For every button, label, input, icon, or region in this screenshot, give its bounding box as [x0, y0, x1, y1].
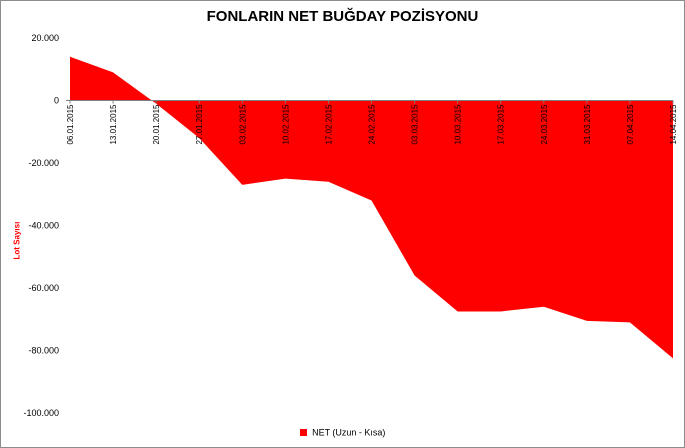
x-tick-label: 24.03.2015	[540, 104, 549, 145]
y-tick-label: -80.000	[28, 346, 59, 356]
y-tick-labels: 20.000 0 -20.000 -40.000 -60.000 -80.000 -100.…	[23, 33, 59, 418]
x-tick-label: 03.02.2015	[238, 104, 247, 145]
x-tick-labels: 06.01.2015 13.01.2015 20.01.2015 27.01.2015…	[66, 100, 678, 145]
y-tick-label: -60.000	[28, 283, 59, 293]
y-tick-label: -40.000	[28, 221, 59, 231]
x-tick-label: 10.03.2015	[454, 104, 463, 145]
legend: NET (Uzun - Kısa)	[0, 427, 685, 438]
y-tick-label: 0	[54, 96, 59, 106]
x-tick-label: 31.03.2015	[583, 104, 592, 145]
x-tick-label: 13.01.2015	[109, 104, 118, 145]
net-position-area	[70, 56, 673, 359]
x-tick-label: 06.01.2015	[66, 104, 75, 145]
x-tick-label: 27.01.2015	[195, 104, 204, 145]
y-tick-label: -100.000	[23, 408, 59, 418]
legend-label: NET (Uzun - Kısa)	[312, 427, 386, 438]
y-tick-label: -20.000	[28, 158, 59, 168]
legend-swatch	[299, 429, 307, 437]
x-tick-label: 17.03.2015	[497, 104, 506, 145]
x-tick-label: 24.02.2015	[368, 104, 377, 145]
x-tick-label: 03.03.2015	[411, 104, 420, 145]
chart-title: FONLARIN NET BUĞDAY POZİSYONU	[206, 8, 479, 25]
x-tick-label: 14.04.2015	[669, 104, 678, 145]
x-tick-label: 20.01.2015	[152, 104, 161, 145]
x-tick-label: 17.02.2015	[324, 104, 333, 145]
x-tick-label: 10.02.2015	[281, 104, 290, 145]
y-tick-label: 20.000	[31, 33, 59, 43]
x-tick-label: 07.04.2015	[626, 104, 635, 145]
